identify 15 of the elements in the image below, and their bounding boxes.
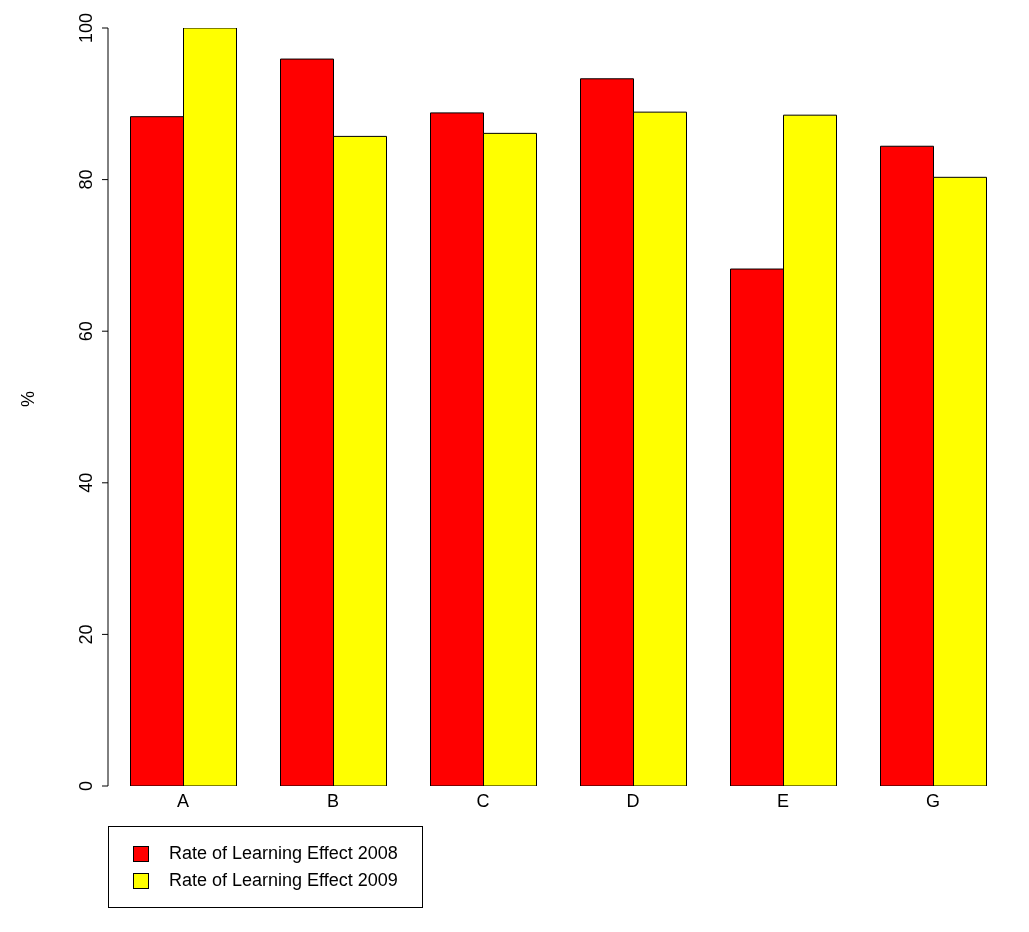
x-tick-label: B	[326, 790, 340, 811]
y-tick-label: 100	[76, 12, 96, 44]
legend-label: Rate of Learning Effect 2008	[169, 843, 398, 864]
x-tick-label: C	[476, 790, 490, 811]
x-tick-label: G	[925, 790, 941, 811]
y-tick-label: 80	[76, 169, 96, 190]
y-tick-label: 20	[76, 624, 96, 645]
x-tick-label: D	[626, 790, 640, 811]
legend-label: Rate of Learning Effect 2009	[169, 870, 398, 891]
y-tick-label: 60	[76, 321, 96, 342]
x-tick-label: E	[776, 790, 790, 811]
x-tick-label: A	[176, 790, 190, 811]
y-tick-label: 40	[76, 472, 96, 493]
y-axis-title: %	[18, 390, 39, 407]
y-tick-label: 0	[76, 780, 96, 792]
